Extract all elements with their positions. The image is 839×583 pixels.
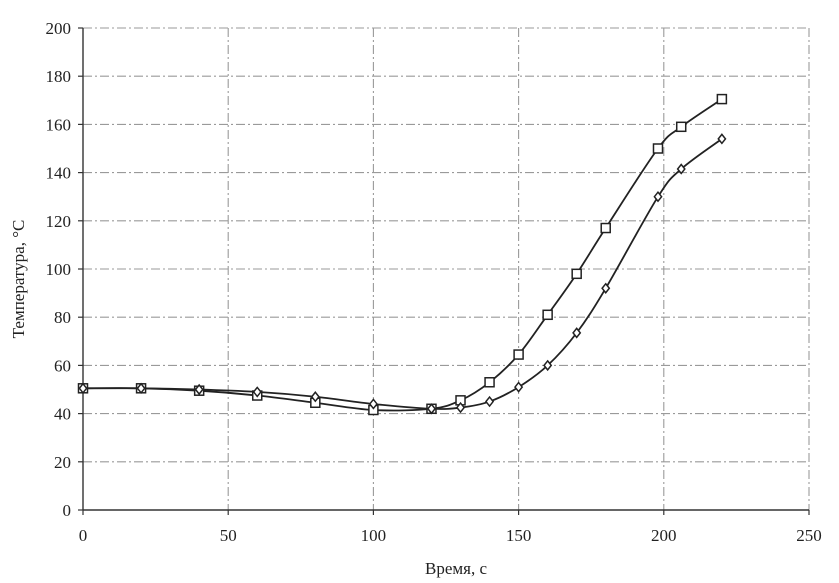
series-2-diamond-marker [543, 359, 553, 372]
x-tick-label: 100 [361, 526, 387, 545]
y-axis-title: Температура, °С [9, 220, 28, 339]
series-1-square-marker [542, 309, 553, 321]
series-2-diamond-marker [514, 381, 524, 393]
series-1-square-marker [513, 349, 524, 360]
x-tick-label: 50 [220, 526, 237, 545]
series-1-square-marker [600, 222, 611, 234]
y-tick-label: 120 [46, 212, 72, 231]
series-2-diamond-marker [426, 403, 437, 415]
series-1-square-marker [716, 93, 728, 105]
x-tick-label: 0 [79, 526, 88, 545]
y-tick-label: 20 [54, 453, 71, 472]
series-2-diamond-marker [136, 382, 146, 394]
x-tick-label: 200 [651, 526, 677, 545]
series-2-diamond-marker [252, 386, 262, 398]
series-2-diamond-marker [310, 391, 320, 403]
y-tick-label: 180 [46, 67, 72, 86]
series-2-diamond-marker [484, 395, 495, 408]
series-2-diamond-marker [194, 383, 204, 396]
series-2-diamond-marker [572, 327, 582, 339]
x-tick-label: 150 [506, 526, 532, 545]
series-2-diamond-marker [368, 398, 378, 410]
series-1-square-marker [571, 268, 582, 280]
y-tick-label: 60 [54, 356, 71, 375]
y-tick-label: 200 [46, 19, 72, 38]
axes [78, 27, 810, 515]
x-axis-title: Время, с [425, 559, 487, 578]
series-1-square-marker [675, 121, 687, 133]
series-1-line [82, 98, 723, 412]
x-tick-label: 250 [796, 526, 822, 545]
y-tick-label: 80 [54, 308, 71, 327]
series-2-diamond-marker [601, 282, 611, 294]
y-tick-label: 0 [63, 501, 72, 520]
series-1-square-marker [484, 377, 495, 388]
series-2-diamond-marker [78, 382, 88, 394]
y-tick-label: 160 [46, 115, 72, 134]
data-series [77, 93, 728, 416]
grid-lines [83, 27, 810, 510]
series-2-diamond-marker [676, 163, 686, 175]
series-2-diamond-marker [455, 401, 466, 414]
y-tick-label: 140 [46, 164, 72, 183]
series-2-diamond-marker [653, 190, 663, 203]
y-tick-label: 40 [54, 405, 71, 424]
y-tick-label: 100 [46, 260, 72, 279]
series-1-square-marker [652, 143, 664, 154]
series-2-diamond-marker [717, 133, 727, 145]
tick-labels: 0 20 40 60 80 100 120 140 160 180 200 0 50 100 150 200 2… [46, 19, 822, 545]
series-2-line [82, 138, 723, 410]
